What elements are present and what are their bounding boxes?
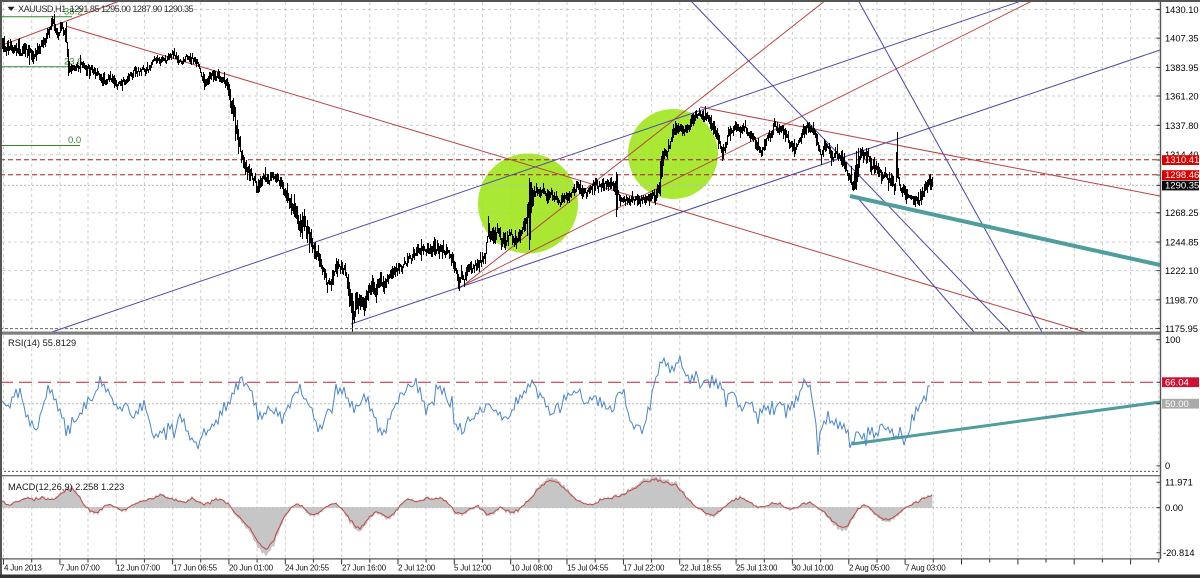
svg-text:5 Jul 12:00: 5 Jul 12:00 bbox=[454, 564, 492, 573]
svg-text:17 Jul 22:00: 17 Jul 22:00 bbox=[623, 564, 665, 573]
svg-text:1430.10: 1430.10 bbox=[1165, 5, 1199, 15]
svg-text:30 Jul 10:00: 30 Jul 10:00 bbox=[792, 564, 834, 573]
svg-text:17 Jun 06:55: 17 Jun 06:55 bbox=[173, 564, 218, 573]
svg-text:1244.85: 1244.85 bbox=[1165, 237, 1199, 247]
svg-text:MACD(12,26,9) 2.258 1.223: MACD(12,26,9) 2.258 1.223 bbox=[8, 482, 124, 492]
svg-text:1268.25: 1268.25 bbox=[1165, 208, 1199, 218]
svg-text:24 Jun 20:55: 24 Jun 20:55 bbox=[285, 564, 330, 573]
svg-text:XAUUSD,H1 1291.85 1295.00 128: XAUUSD,H1 1291.85 1295.00 1287.90 1290.3… bbox=[18, 4, 194, 14]
svg-text:0.00: 0.00 bbox=[1165, 503, 1183, 513]
svg-text:38.2: 38.2 bbox=[64, 7, 83, 18]
svg-text:25 Jul 13:00: 25 Jul 13:00 bbox=[736, 564, 778, 573]
svg-text:0.0: 0.0 bbox=[68, 135, 81, 146]
svg-text:1222.10: 1222.10 bbox=[1165, 266, 1199, 276]
svg-text:1337.80: 1337.80 bbox=[1165, 121, 1199, 131]
svg-text:50.00: 50.00 bbox=[1165, 399, 1189, 410]
svg-text:2 Jul 12:00: 2 Jul 12:00 bbox=[398, 564, 436, 573]
svg-text:RSI(14) 55.8129: RSI(14) 55.8129 bbox=[8, 338, 76, 348]
svg-text:7 Aug 03:00: 7 Aug 03:00 bbox=[905, 564, 946, 573]
svg-text:1361.20: 1361.20 bbox=[1165, 91, 1199, 101]
svg-text:1175.95: 1175.95 bbox=[1165, 324, 1198, 334]
svg-text:1310.41: 1310.41 bbox=[1165, 155, 1199, 166]
svg-text:-20.814: -20.814 bbox=[1163, 548, 1195, 558]
svg-text:100: 100 bbox=[1165, 335, 1181, 345]
svg-text:7 Jun 07:00: 7 Jun 07:00 bbox=[60, 564, 100, 573]
svg-text:1407.35: 1407.35 bbox=[1165, 34, 1199, 44]
svg-text:15 Jul 04:55: 15 Jul 04:55 bbox=[567, 564, 609, 573]
svg-text:4 Jun 2013: 4 Jun 2013 bbox=[4, 564, 42, 573]
svg-text:66.04: 66.04 bbox=[1165, 377, 1189, 388]
svg-text:1383.95: 1383.95 bbox=[1165, 63, 1199, 73]
svg-text:23.6: 23.6 bbox=[64, 57, 83, 68]
svg-text:1198.70: 1198.70 bbox=[1165, 295, 1198, 305]
svg-text:1298.46: 1298.46 bbox=[1165, 170, 1199, 181]
svg-text:1314.40: 1314.40 bbox=[1165, 150, 1199, 160]
svg-text:22 Jul 18:55: 22 Jul 18:55 bbox=[680, 564, 722, 573]
svg-text:20 Jun 01:00: 20 Jun 01:00 bbox=[229, 564, 274, 573]
svg-text:1290.35: 1290.35 bbox=[1165, 181, 1199, 192]
svg-text:10 Jul 08:00: 10 Jul 08:00 bbox=[511, 564, 553, 573]
svg-text:2 Aug 05:00: 2 Aug 05:00 bbox=[849, 564, 890, 573]
svg-text:11.971: 11.971 bbox=[1165, 478, 1193, 488]
svg-text:27 Jun 16:00: 27 Jun 16:00 bbox=[342, 564, 387, 573]
svg-text:0: 0 bbox=[1165, 461, 1170, 471]
svg-text:12 Jun 07:00: 12 Jun 07:00 bbox=[116, 564, 161, 573]
